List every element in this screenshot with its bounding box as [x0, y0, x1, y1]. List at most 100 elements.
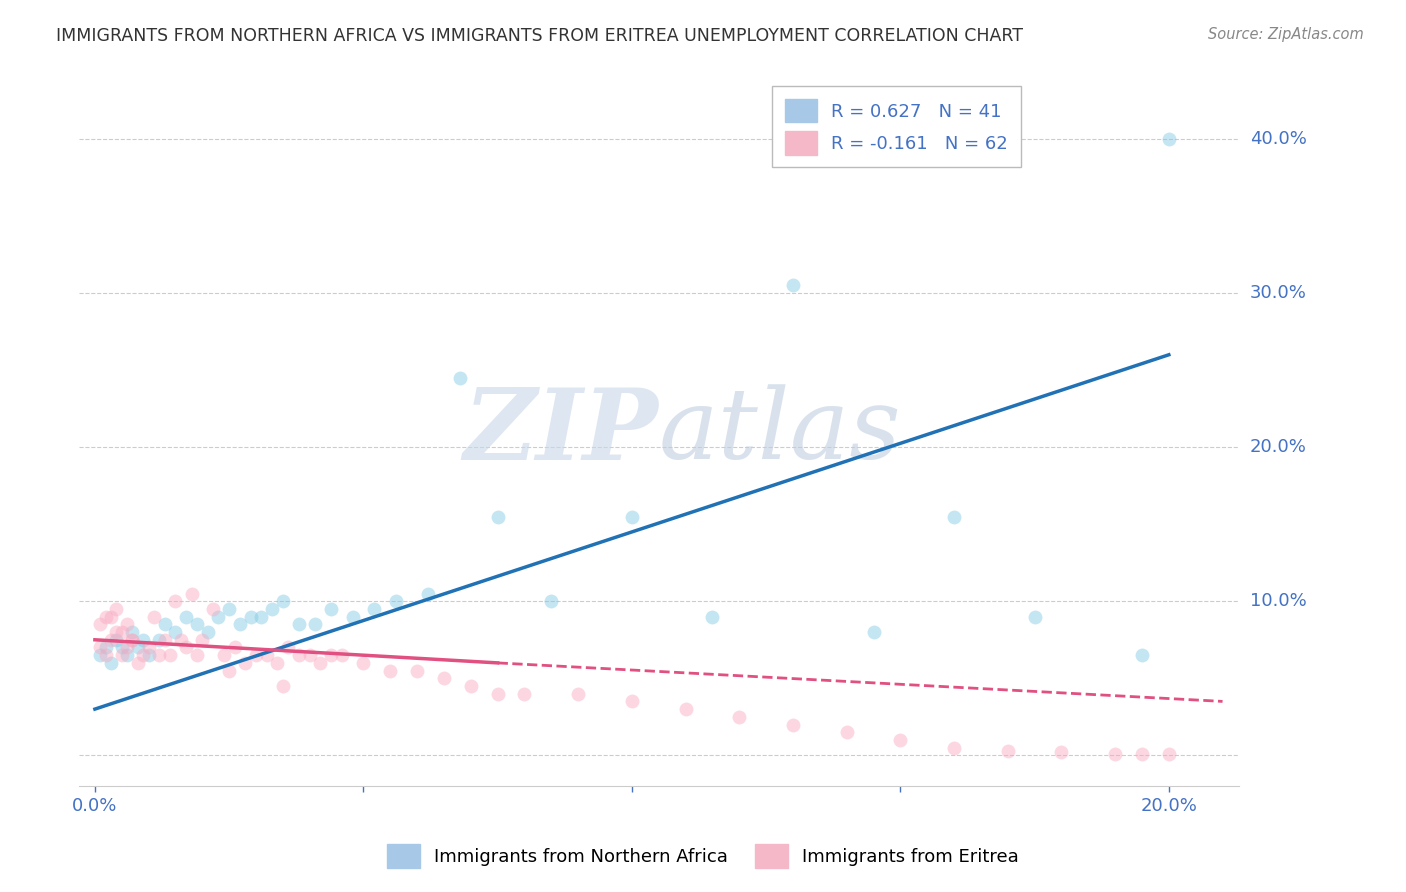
- Point: [460, 679, 482, 693]
- Point: [256, 648, 278, 663]
- Point: [111, 648, 134, 663]
- Point: [89, 617, 111, 632]
- Point: [262, 602, 284, 616]
- Point: [138, 640, 160, 655]
- Point: [165, 625, 187, 640]
- Point: [540, 594, 562, 608]
- Point: [127, 656, 149, 670]
- Point: [218, 602, 240, 616]
- Point: [277, 640, 299, 655]
- Point: [321, 602, 343, 616]
- Point: [835, 725, 858, 739]
- Point: [288, 648, 311, 663]
- Point: [100, 609, 122, 624]
- Point: [212, 648, 235, 663]
- Point: [363, 602, 385, 616]
- Point: [380, 664, 402, 678]
- Point: [486, 509, 509, 524]
- Point: [224, 640, 246, 655]
- Point: [406, 664, 429, 678]
- Point: [782, 717, 804, 731]
- Point: [271, 679, 294, 693]
- Text: 40.0%: 40.0%: [1250, 130, 1306, 148]
- Point: [1024, 609, 1046, 624]
- Point: [862, 625, 884, 640]
- Point: [115, 648, 138, 663]
- Point: [148, 648, 170, 663]
- Point: [100, 632, 122, 647]
- Point: [121, 632, 143, 647]
- Point: [513, 687, 536, 701]
- Point: [1104, 747, 1126, 761]
- Point: [191, 632, 214, 647]
- Text: Source: ZipAtlas.com: Source: ZipAtlas.com: [1208, 27, 1364, 42]
- Point: [94, 648, 117, 663]
- Point: [782, 278, 804, 293]
- Point: [266, 656, 288, 670]
- Point: [111, 625, 134, 640]
- Point: [1050, 745, 1073, 759]
- Point: [218, 664, 240, 678]
- Legend: R = 0.627   N = 41, R = -0.161   N = 62: R = 0.627 N = 41, R = -0.161 N = 62: [772, 87, 1021, 167]
- Point: [100, 656, 122, 670]
- Point: [486, 687, 509, 701]
- Point: [1157, 747, 1180, 761]
- Point: [229, 617, 252, 632]
- Point: [352, 656, 374, 670]
- Point: [143, 609, 166, 624]
- Point: [174, 640, 197, 655]
- Point: [132, 648, 155, 663]
- Point: [449, 371, 471, 385]
- Point: [1130, 747, 1153, 761]
- Point: [165, 594, 187, 608]
- Point: [889, 733, 911, 747]
- Point: [94, 609, 117, 624]
- Point: [250, 609, 273, 624]
- Point: [115, 617, 138, 632]
- Point: [89, 648, 111, 663]
- Point: [153, 617, 176, 632]
- Point: [728, 710, 751, 724]
- Point: [239, 609, 262, 624]
- Point: [132, 632, 155, 647]
- Point: [115, 640, 138, 655]
- Point: [943, 509, 966, 524]
- Point: [148, 632, 170, 647]
- Point: [186, 648, 208, 663]
- Point: [159, 648, 181, 663]
- Point: [702, 609, 724, 624]
- Point: [620, 509, 643, 524]
- Text: 20.0%: 20.0%: [1250, 438, 1306, 456]
- Point: [105, 602, 128, 616]
- Point: [416, 586, 439, 600]
- Point: [174, 609, 197, 624]
- Point: [121, 632, 143, 647]
- Text: 10.0%: 10.0%: [1250, 592, 1306, 610]
- Point: [271, 594, 294, 608]
- Point: [138, 648, 160, 663]
- Text: ZIP: ZIP: [464, 384, 659, 480]
- Point: [1157, 132, 1180, 146]
- Point: [384, 594, 406, 608]
- Point: [288, 617, 311, 632]
- Point: [433, 671, 456, 685]
- Point: [207, 609, 229, 624]
- Point: [342, 609, 364, 624]
- Point: [233, 656, 256, 670]
- Point: [197, 625, 219, 640]
- Point: [89, 640, 111, 655]
- Point: [330, 648, 353, 663]
- Point: [304, 617, 326, 632]
- Text: 30.0%: 30.0%: [1250, 285, 1306, 302]
- Point: [121, 625, 143, 640]
- Point: [309, 656, 332, 670]
- Legend: Immigrants from Northern Africa, Immigrants from Eritrea: Immigrants from Northern Africa, Immigra…: [377, 834, 1029, 879]
- Point: [186, 617, 208, 632]
- Point: [245, 648, 267, 663]
- Point: [943, 740, 966, 755]
- Text: IMMIGRANTS FROM NORTHERN AFRICA VS IMMIGRANTS FROM ERITREA UNEMPLOYMENT CORRELAT: IMMIGRANTS FROM NORTHERN AFRICA VS IMMIG…: [56, 27, 1024, 45]
- Text: atlas: atlas: [659, 384, 901, 479]
- Point: [567, 687, 589, 701]
- Point: [111, 640, 134, 655]
- Point: [105, 632, 128, 647]
